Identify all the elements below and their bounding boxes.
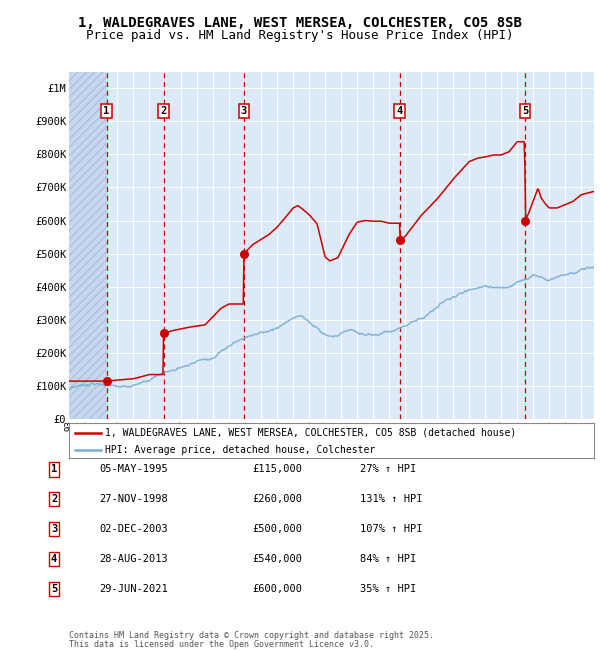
Text: 27% ↑ HPI: 27% ↑ HPI xyxy=(360,464,416,474)
Text: 84% ↑ HPI: 84% ↑ HPI xyxy=(360,554,416,564)
Text: 27-NOV-1998: 27-NOV-1998 xyxy=(99,494,168,504)
Text: 5: 5 xyxy=(51,584,57,594)
Text: 3: 3 xyxy=(51,524,57,534)
Text: 1: 1 xyxy=(103,106,110,116)
Bar xyxy=(69,72,107,419)
Text: £500,000: £500,000 xyxy=(252,524,302,534)
Text: £115,000: £115,000 xyxy=(252,464,302,474)
Text: 02-DEC-2003: 02-DEC-2003 xyxy=(99,524,168,534)
Text: 3: 3 xyxy=(241,106,247,116)
Text: £260,000: £260,000 xyxy=(252,494,302,504)
Text: 2: 2 xyxy=(160,106,167,116)
Text: 05-MAY-1995: 05-MAY-1995 xyxy=(99,464,168,474)
Text: 4: 4 xyxy=(51,554,57,564)
Text: 35% ↑ HPI: 35% ↑ HPI xyxy=(360,584,416,594)
Text: £600,000: £600,000 xyxy=(252,584,302,594)
Text: 28-AUG-2013: 28-AUG-2013 xyxy=(99,554,168,564)
Text: 1: 1 xyxy=(51,464,57,474)
Text: 5: 5 xyxy=(522,106,528,116)
Text: 107% ↑ HPI: 107% ↑ HPI xyxy=(360,524,422,534)
Text: 131% ↑ HPI: 131% ↑ HPI xyxy=(360,494,422,504)
Text: 4: 4 xyxy=(397,106,403,116)
Text: 1, WALDEGRAVES LANE, WEST MERSEA, COLCHESTER, CO5 8SB (detached house): 1, WALDEGRAVES LANE, WEST MERSEA, COLCHE… xyxy=(105,428,516,437)
Text: This data is licensed under the Open Government Licence v3.0.: This data is licensed under the Open Gov… xyxy=(69,640,374,649)
Text: 29-JUN-2021: 29-JUN-2021 xyxy=(99,584,168,594)
Text: £540,000: £540,000 xyxy=(252,554,302,564)
Text: HPI: Average price, detached house, Colchester: HPI: Average price, detached house, Colc… xyxy=(105,445,375,456)
Text: 1, WALDEGRAVES LANE, WEST MERSEA, COLCHESTER, CO5 8SB: 1, WALDEGRAVES LANE, WEST MERSEA, COLCHE… xyxy=(78,16,522,31)
Text: Price paid vs. HM Land Registry's House Price Index (HPI): Price paid vs. HM Land Registry's House … xyxy=(86,29,514,42)
Text: Contains HM Land Registry data © Crown copyright and database right 2025.: Contains HM Land Registry data © Crown c… xyxy=(69,631,434,640)
Text: 2: 2 xyxy=(51,494,57,504)
